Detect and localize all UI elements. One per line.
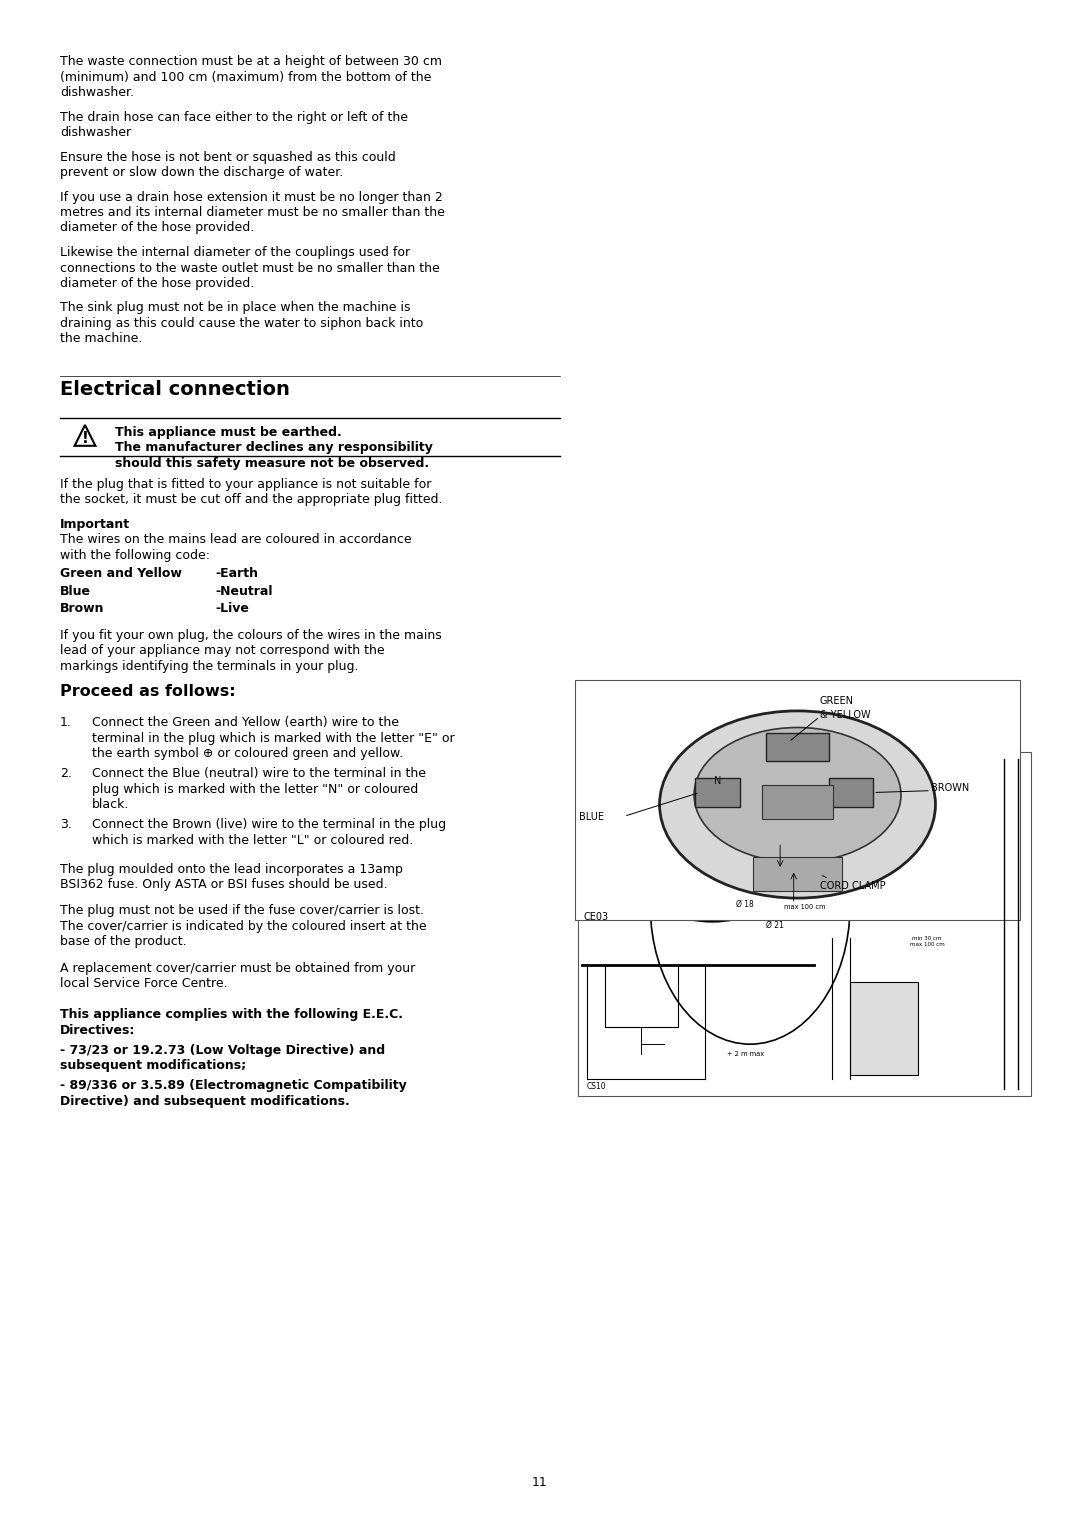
Text: The sink plug must not be in place when the machine is: The sink plug must not be in place when …: [60, 302, 410, 314]
Text: -Neutral: -Neutral: [215, 584, 272, 598]
Text: black.: black.: [92, 798, 130, 812]
Text: the machine.: the machine.: [60, 333, 143, 345]
Text: terminal in the plug which is marked with the letter "E" or: terminal in the plug which is marked wit…: [92, 731, 455, 745]
Text: A replacement cover/carrier must be obtained from your: A replacement cover/carrier must be obta…: [60, 961, 415, 975]
Bar: [761, 786, 833, 819]
Text: dishwasher.: dishwasher.: [60, 85, 134, 99]
Text: N: N: [714, 775, 721, 786]
Text: lead of your appliance may not correspond with the: lead of your appliance may not correspon…: [60, 644, 384, 658]
Text: diameter of the hose provided.: diameter of the hose provided.: [60, 278, 254, 290]
Text: max 100 cm: max 100 cm: [784, 903, 825, 909]
Text: - 73/23 or 19.2.73 (Low Voltage Directive) and: - 73/23 or 19.2.73 (Low Voltage Directiv…: [60, 1044, 386, 1056]
Text: BROWN: BROWN: [931, 783, 969, 794]
Text: subsequent modifications;: subsequent modifications;: [60, 1059, 246, 1073]
Bar: [767, 732, 828, 761]
Bar: [850, 983, 918, 1074]
Text: The wires on the mains lead are coloured in accordance: The wires on the mains lead are coloured…: [60, 534, 411, 546]
Text: Blue: Blue: [60, 584, 91, 598]
Polygon shape: [75, 426, 95, 446]
Text: BLUE: BLUE: [580, 812, 605, 821]
Ellipse shape: [694, 728, 901, 862]
Text: CS10: CS10: [586, 1082, 607, 1091]
Text: The cover/carrier is indicated by the coloured insert at the: The cover/carrier is indicated by the co…: [60, 920, 427, 932]
Text: The plug must not be used if the fuse cover/carrier is lost.: The plug must not be used if the fuse co…: [60, 905, 424, 917]
Text: This appliance complies with the following E.E.C.: This appliance complies with the followi…: [60, 1009, 403, 1021]
Text: min 30 cm
max 100 cm: min 30 cm max 100 cm: [909, 935, 944, 946]
Text: (minimum) and 100 cm (maximum) from the bottom of the: (minimum) and 100 cm (maximum) from the …: [60, 70, 431, 84]
Text: should this safety measure not be observed.: should this safety measure not be observ…: [114, 456, 429, 470]
Text: connections to the waste outlet must be no smaller than the: connections to the waste outlet must be …: [60, 261, 440, 275]
Text: If the plug that is fitted to your appliance is not suitable for: If the plug that is fitted to your appli…: [60, 478, 431, 491]
Text: dishwasher: dishwasher: [60, 127, 131, 139]
Bar: [828, 778, 873, 807]
Text: + 2 m max: + 2 m max: [727, 1051, 765, 1058]
Text: BSI362 fuse. Only ASTA or BSI fuses should be used.: BSI362 fuse. Only ASTA or BSI fuses shou…: [60, 877, 388, 891]
Text: base of the product.: base of the product.: [60, 935, 187, 949]
Text: Directive) and subsequent modifications.: Directive) and subsequent modifications.: [60, 1094, 350, 1108]
Text: Ø 21: Ø 21: [766, 920, 784, 929]
Text: local Service Force Centre.: local Service Force Centre.: [60, 977, 228, 990]
Text: Ensure the hose is not bent or squashed as this could: Ensure the hose is not bent or squashed …: [60, 151, 395, 163]
Text: 11: 11: [532, 1476, 548, 1489]
Text: the earth symbol ⊕ or coloured green and yellow.: the earth symbol ⊕ or coloured green and…: [92, 748, 403, 760]
Text: The manufacturer declines any responsibility: The manufacturer declines any responsibi…: [114, 441, 433, 455]
Ellipse shape: [737, 873, 800, 906]
Bar: [575, 679, 1020, 920]
Text: Directives:: Directives:: [60, 1024, 135, 1036]
Bar: [696, 778, 740, 807]
Text: The plug moulded onto the lead incorporates a 13amp: The plug moulded onto the lead incorpora…: [60, 862, 403, 876]
Ellipse shape: [747, 879, 788, 902]
Text: Ø 18: Ø 18: [737, 900, 754, 909]
Text: Connect the Brown (live) wire to the terminal in the plug: Connect the Brown (live) wire to the ter…: [92, 818, 446, 832]
Text: draining as this could cause the water to siphon back into: draining as this could cause the water t…: [60, 317, 423, 330]
Text: Brown: Brown: [60, 603, 105, 615]
Text: Proceed as follows:: Proceed as follows:: [60, 684, 235, 699]
Bar: [753, 858, 842, 891]
Text: markings identifying the terminals in your plug.: markings identifying the terminals in yo…: [60, 659, 359, 673]
Ellipse shape: [685, 876, 740, 905]
Text: the socket, it must be cut off and the appropriate plug fitted.: the socket, it must be cut off and the a…: [60, 493, 443, 507]
Text: CE03: CE03: [583, 911, 608, 922]
Text: CORD CLAMP: CORD CLAMP: [820, 882, 886, 891]
Text: The drain hose can face either to the right or left of the: The drain hose can face either to the ri…: [60, 110, 408, 124]
Text: GREEN: GREEN: [820, 696, 854, 707]
Text: If you fit your own plug, the colours of the wires in the mains: If you fit your own plug, the colours of…: [60, 629, 442, 642]
Text: diameter of the hose provided.: diameter of the hose provided.: [60, 221, 254, 235]
Ellipse shape: [653, 859, 771, 922]
Text: Connect the Blue (neutral) wire to the terminal in the: Connect the Blue (neutral) wire to the t…: [92, 768, 426, 780]
Text: This appliance must be earthed.: This appliance must be earthed.: [114, 426, 341, 439]
Text: 3.: 3.: [60, 818, 72, 832]
Text: prevent or slow down the discharge of water.: prevent or slow down the discharge of wa…: [60, 166, 343, 179]
Text: Likewise the internal diameter of the couplings used for: Likewise the internal diameter of the co…: [60, 246, 410, 259]
Bar: [578, 752, 1031, 1096]
Text: with the following code:: with the following code:: [60, 549, 210, 562]
Text: Electrical connection: Electrical connection: [60, 380, 289, 398]
Text: which is marked with the letter "L" or coloured red.: which is marked with the letter "L" or c…: [92, 833, 414, 847]
Text: -Live: -Live: [215, 603, 248, 615]
Text: plug which is marked with the letter "N" or coloured: plug which is marked with the letter "N"…: [92, 783, 418, 795]
Text: !: !: [82, 432, 89, 446]
Text: If you use a drain hose extension it must be no longer than 2: If you use a drain hose extension it mus…: [60, 191, 443, 203]
Text: 1.: 1.: [60, 716, 72, 729]
Ellipse shape: [672, 868, 753, 913]
Text: 2.: 2.: [60, 768, 72, 780]
Ellipse shape: [723, 867, 813, 914]
Text: Important: Important: [60, 517, 130, 531]
Text: The waste connection must be at a height of between 30 cm: The waste connection must be at a height…: [60, 55, 442, 69]
Ellipse shape: [650, 769, 850, 1044]
Text: -Earth: -Earth: [215, 568, 258, 580]
Text: & YELLOW: & YELLOW: [820, 711, 870, 720]
Text: metres and its internal diameter must be no smaller than the: metres and its internal diameter must be…: [60, 206, 445, 220]
Text: Connect the Green and Yellow (earth) wire to the: Connect the Green and Yellow (earth) wir…: [92, 716, 399, 729]
Text: Green and Yellow: Green and Yellow: [60, 568, 181, 580]
Text: - 89/336 or 3.5.89 (Electromagnetic Compatibility: - 89/336 or 3.5.89 (Electromagnetic Comp…: [60, 1079, 407, 1093]
Ellipse shape: [660, 711, 935, 899]
